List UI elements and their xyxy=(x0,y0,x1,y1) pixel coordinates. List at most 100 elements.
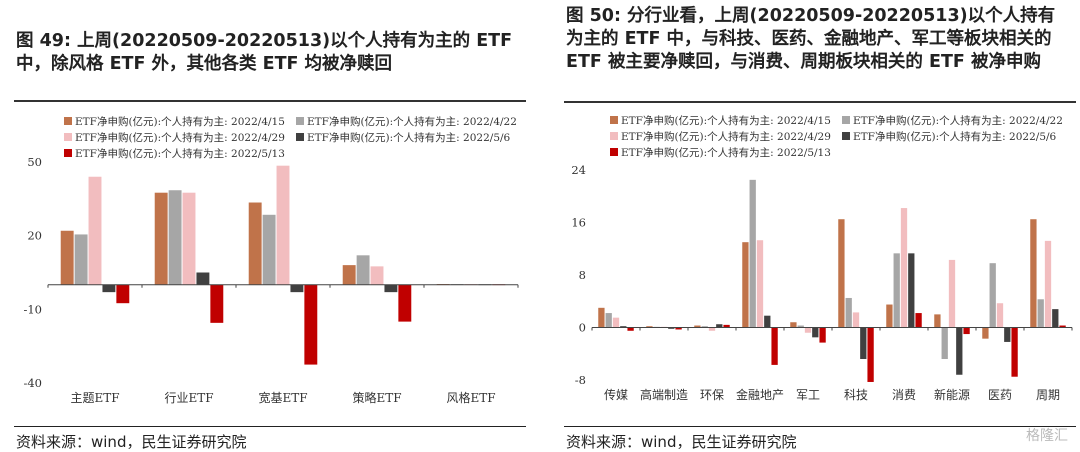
chart-bar xyxy=(646,326,653,328)
chart-bar xyxy=(384,284,398,293)
chart-bar xyxy=(1004,327,1011,342)
chart-bar xyxy=(116,284,130,304)
chart-bar xyxy=(398,284,412,322)
chart-bar xyxy=(701,326,708,328)
legend-swatch xyxy=(610,116,618,124)
right-title-rule xyxy=(564,101,1076,103)
legend-swatch xyxy=(610,132,618,140)
chart-bar xyxy=(627,327,634,331)
left-chart-panel: 图 49: 上周(20220509-20220513)以个人持有为主的 ETF … xyxy=(0,0,530,451)
x-category-label: 主题ETF xyxy=(70,391,119,405)
chart-bar xyxy=(819,327,826,343)
y-tick-label: -10 xyxy=(23,302,42,316)
legend-label: ETF净申购(亿元):个人持有为主: 2022/4/22 xyxy=(853,114,1063,127)
chart-bar xyxy=(248,202,262,285)
x-category-label: 策略ETF xyxy=(352,390,401,405)
legend-label: ETF净申购(亿元):个人持有为主: 2022/5/6 xyxy=(853,130,1057,143)
chart-bar xyxy=(860,327,867,359)
chart-bar xyxy=(749,179,756,328)
x-category-label: 风格ETF xyxy=(446,390,495,405)
chart-bar xyxy=(893,253,900,328)
chart-bar xyxy=(1037,299,1044,328)
legend-swatch xyxy=(842,116,850,124)
chart-bar xyxy=(1059,325,1066,328)
chart-bar xyxy=(605,313,612,328)
legend-swatch xyxy=(842,132,850,140)
chart-bar xyxy=(900,208,908,328)
chart-bar xyxy=(756,240,764,328)
chart-bar xyxy=(956,327,963,375)
watermark-logo: 格隆汇 xyxy=(1026,428,1068,444)
chart-bar xyxy=(370,266,384,285)
chart-bar xyxy=(771,327,778,365)
chart-bar xyxy=(196,272,210,285)
x-category-label: 军工 xyxy=(796,388,820,402)
x-category-label: 传媒 xyxy=(604,387,628,402)
legend-label: ETF净申购(亿元):个人持有为主: 2022/4/15 xyxy=(621,114,831,127)
legend-swatch xyxy=(64,117,72,125)
y-tick-label: 50 xyxy=(27,155,42,169)
chart-bar xyxy=(982,327,989,339)
x-category-label: 宽基ETF xyxy=(258,390,307,405)
chart-bar xyxy=(102,284,116,293)
chart-bar xyxy=(723,324,730,328)
right-chart-panel: 图 50: 分行业看，上周(20220509-20220513)以个人持有为主的… xyxy=(552,0,1080,451)
chart-bar xyxy=(694,325,701,328)
chart-bar xyxy=(996,303,1004,328)
x-category-label: 周期 xyxy=(1036,388,1060,402)
left-chart-svg: ETF净申购(亿元):个人持有为主: 2022/4/15 ETF净申购(亿元):个… xyxy=(23,115,519,405)
chart-bar xyxy=(620,326,627,328)
chart-bar xyxy=(612,317,620,328)
chart-bar xyxy=(210,284,224,323)
legend-swatch xyxy=(64,149,72,157)
chart-bar xyxy=(60,230,74,285)
legend-label: ETF净申购(亿元):个人持有为主: 2022/5/6 xyxy=(307,131,511,144)
legend-label: ETF净申购(亿元):个人持有为主: 2022/5/13 xyxy=(621,146,831,159)
chart-bar xyxy=(304,284,318,365)
chart-bar xyxy=(1011,327,1018,377)
legend-label: ETF净申购(亿元):个人持有为主: 2022/5/13 xyxy=(75,147,285,160)
right-source-rule xyxy=(564,426,1076,427)
chart-bar xyxy=(262,214,276,285)
left-chart-title: 图 49: 上周(20220509-20220513)以个人持有为主的 ETF … xyxy=(16,31,513,74)
chart-bar xyxy=(852,312,860,328)
x-category-label: 医药 xyxy=(988,388,1012,402)
chart-bar xyxy=(598,307,605,328)
chart-bar xyxy=(790,322,797,328)
chart-bar xyxy=(668,327,675,329)
y-tick-label: 8 xyxy=(579,268,586,282)
chart-bar xyxy=(845,297,852,328)
chart-bar xyxy=(948,259,956,328)
legend-swatch xyxy=(64,133,72,141)
legend-label: ETF净申购(亿元):个人持有为主: 2022/4/15 xyxy=(75,115,285,128)
chart-bar xyxy=(963,327,970,335)
chart-bar xyxy=(154,192,168,285)
x-category-label: 金融地产 xyxy=(736,387,784,402)
chart-bar xyxy=(934,314,941,328)
right-chart-svg: ETF净申购(亿元):个人持有为主: 2022/4/15 ETF净申购(亿元):个… xyxy=(571,114,1073,402)
y-tick-label: 0 xyxy=(579,321,586,335)
chart-bar xyxy=(886,304,893,328)
chart-bar xyxy=(356,255,370,285)
y-tick-label: -40 xyxy=(23,376,42,390)
legend-swatch xyxy=(296,133,304,141)
chart-bar xyxy=(804,327,812,333)
chart-bar xyxy=(716,324,723,328)
chart-bar xyxy=(708,327,716,331)
right-chart-title: 图 50: 分行业看，上周(20220509-20220513)以个人持有为主的… xyxy=(566,6,1056,72)
chart-bar xyxy=(812,327,819,338)
left-title-rule xyxy=(14,100,526,102)
x-category-label: 消费 xyxy=(892,388,916,402)
chart-bar xyxy=(276,165,290,285)
chart-bar xyxy=(838,219,845,328)
chart-bar xyxy=(941,327,948,359)
chart-bar xyxy=(675,327,682,330)
chart-bar xyxy=(908,253,915,328)
right-source: 资料来源：wind，民生证券研究院 xyxy=(566,433,797,451)
chart-bar xyxy=(88,176,102,285)
legend-swatch xyxy=(296,117,304,125)
chart-bar xyxy=(797,325,804,328)
x-category-label: 行业ETF xyxy=(164,391,213,405)
chart-bar xyxy=(342,265,356,285)
y-tick-label: -8 xyxy=(575,373,586,387)
